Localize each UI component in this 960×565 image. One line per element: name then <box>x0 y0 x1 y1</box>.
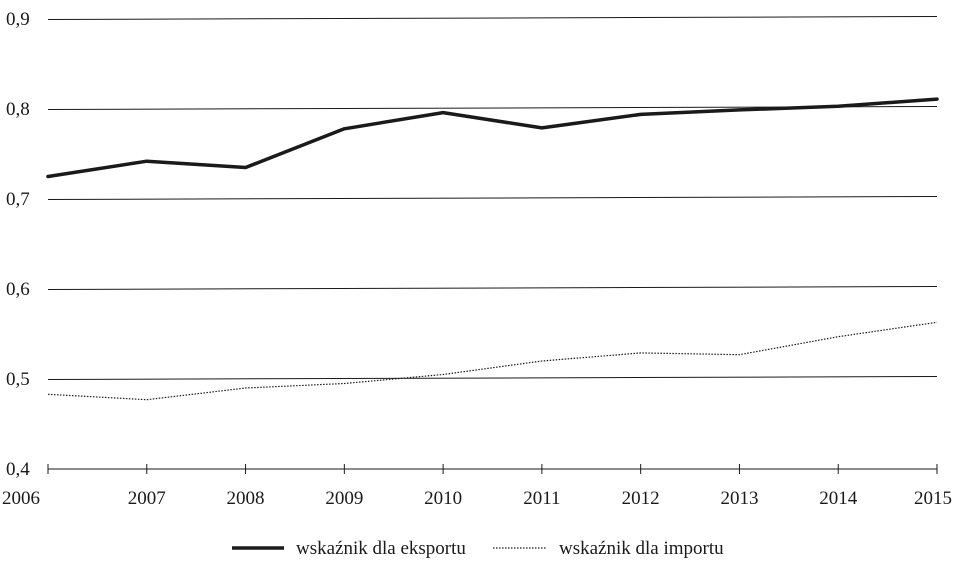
x-tick-label: 2013 <box>720 488 758 509</box>
x-tick-label: 2010 <box>424 488 462 509</box>
axes <box>47 464 938 474</box>
gridline <box>47 196 938 200</box>
x-axis-tick-labels: 2006 2007 2008 2009 2010 2011 2012 2013 2014 2015 <box>2 488 952 509</box>
y-tick-label: 0,6 <box>6 279 30 300</box>
x-tick-label: 2007 <box>128 488 166 509</box>
gridline <box>47 286 938 290</box>
y-axis-tick-labels: 0,4 0,5 0,6 0,7 0,8 0,9 <box>6 9 30 480</box>
y-tick-label: 0,8 <box>6 99 30 120</box>
x-tick-label: 2008 <box>227 488 265 509</box>
y-tick-label: 0,5 <box>6 369 30 390</box>
y-tick-label: 0,4 <box>6 459 30 480</box>
x-tick-label: 2015 <box>914 488 952 509</box>
legend-import-label: wskaźnik dla importu <box>559 538 724 559</box>
gridline <box>47 16 938 20</box>
series-lines <box>46 97 939 401</box>
legend-export-label: wskaźnik dla eksportu <box>296 538 466 559</box>
x-tick-label: 2006 <box>2 488 40 509</box>
x-tick-label: 2012 <box>622 488 660 509</box>
gridline <box>47 376 938 380</box>
y-tick-label: 0,9 <box>6 9 30 30</box>
x-tick-label: 2011 <box>523 488 560 509</box>
x-tick-label: 2009 <box>325 488 363 509</box>
gridlines <box>47 16 938 380</box>
legend: wskaźnik dla eksportu wskaźnik dla import… <box>232 538 724 559</box>
export-series-line <box>46 97 939 179</box>
x-tick-label: 2014 <box>819 488 858 509</box>
y-tick-label: 0,7 <box>6 189 30 210</box>
import-series-line <box>47 321 938 401</box>
